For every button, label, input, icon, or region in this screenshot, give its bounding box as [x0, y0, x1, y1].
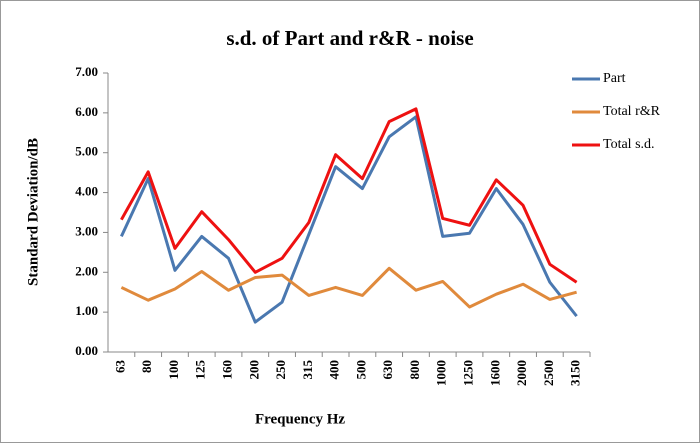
chart-title: s.d. of Part and r&R - noise: [226, 26, 473, 50]
y-tick-label: 0.00: [75, 343, 98, 358]
x-tick-label: 2500: [541, 360, 556, 386]
y-tick-label: 4.00: [75, 184, 98, 199]
legend-label: Total s.d.: [603, 137, 655, 152]
x-tick-label: 500: [353, 360, 368, 380]
y-tick-label: 6.00: [75, 104, 98, 119]
x-tick-label: 63: [112, 360, 127, 374]
x-tick-label: 160: [219, 360, 234, 380]
x-tick-label: 100: [166, 360, 181, 380]
x-axis-title: Frequency Hz: [255, 411, 345, 427]
x-tick-label: 800: [407, 360, 422, 380]
x-tick-label: 250: [273, 360, 288, 380]
x-tick-label: 315: [300, 360, 315, 380]
y-tick-label: 3.00: [75, 223, 98, 238]
y-tick-label: 1.00: [75, 303, 98, 318]
x-tick-label: 200: [246, 360, 261, 380]
y-tick-label: 7.00: [75, 64, 98, 79]
y-axis-title: Standard Deviation/dB: [25, 138, 41, 286]
series-line: [120, 107, 578, 284]
x-tick-label: 2000: [514, 360, 529, 386]
x-tick-label: 1000: [434, 360, 449, 386]
x-tick-label: 125: [193, 360, 208, 380]
legend-label: Part: [603, 71, 626, 86]
x-tick-label: 400: [327, 360, 342, 380]
series-line: [120, 115, 578, 324]
series-line: [120, 266, 577, 309]
y-tick-label: 5.00: [75, 144, 98, 159]
x-tick-label: 630: [380, 360, 395, 380]
legend-label: Total r&R: [603, 104, 661, 119]
x-tick-label: 1250: [460, 360, 475, 386]
x-tick-label: 1600: [487, 360, 502, 386]
x-tick-label: 3150: [568, 360, 583, 386]
x-tick-label: 80: [139, 360, 154, 373]
y-tick-label: 2.00: [75, 263, 98, 278]
